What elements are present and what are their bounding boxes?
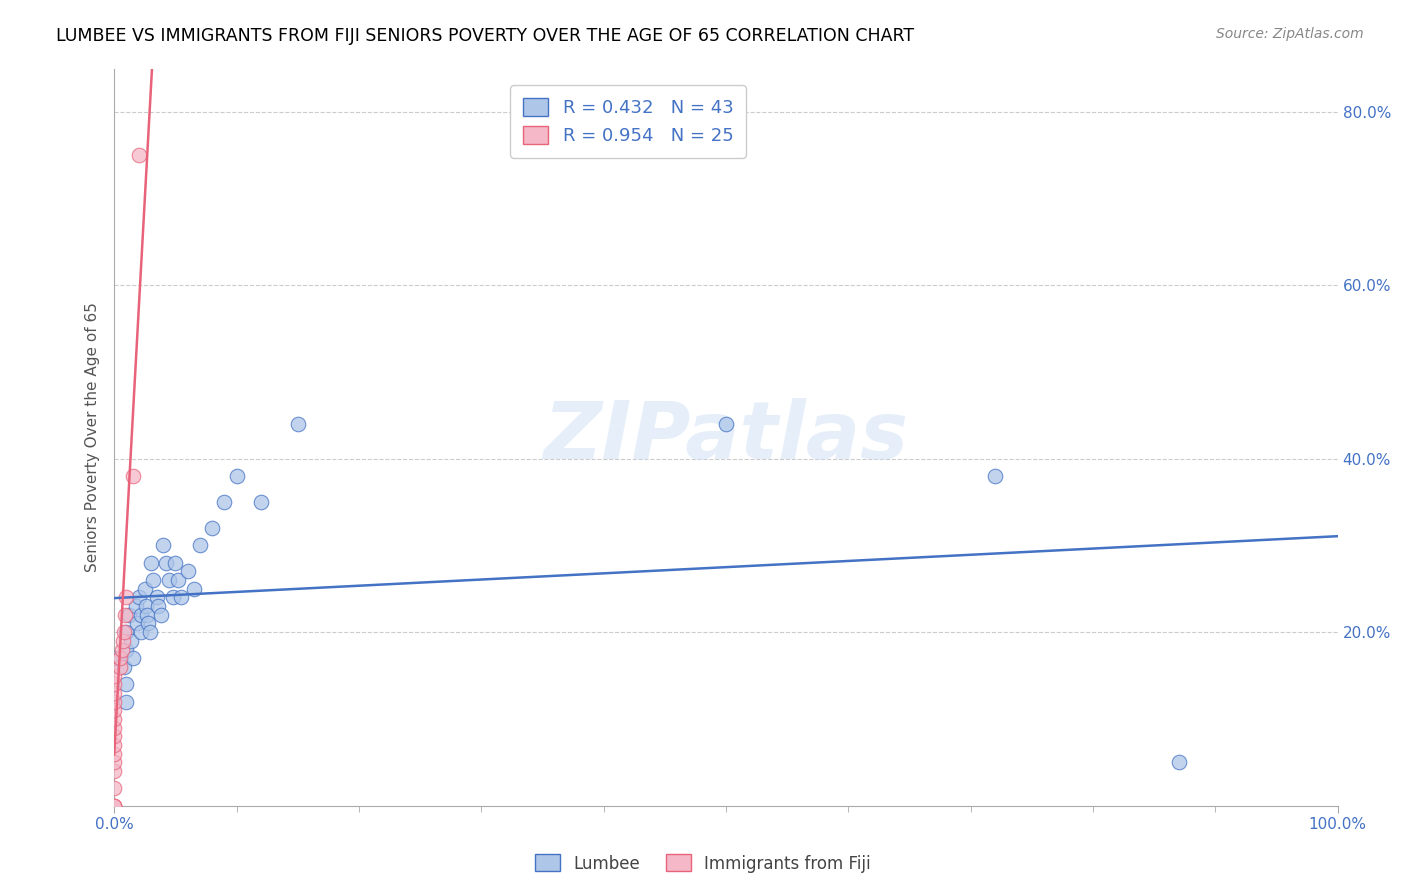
Legend: R = 0.432   N = 43, R = 0.954   N = 25: R = 0.432 N = 43, R = 0.954 N = 25	[510, 85, 747, 158]
Point	[155, 556, 177, 570]
Point	[120, 633, 142, 648]
Point	[103, 756, 125, 770]
Point	[287, 417, 309, 431]
Point	[103, 781, 125, 796]
Point	[111, 633, 134, 648]
Point	[152, 538, 174, 552]
Point	[103, 694, 125, 708]
Point	[214, 495, 236, 509]
Point	[112, 660, 135, 674]
Legend: Lumbee, Immigrants from Fiji: Lumbee, Immigrants from Fiji	[529, 847, 877, 880]
Point	[183, 582, 205, 596]
Point	[134, 582, 156, 596]
Point	[103, 686, 125, 700]
Point	[129, 625, 152, 640]
Text: LUMBEE VS IMMIGRANTS FROM FIJI SENIORS POVERTY OVER THE AGE OF 65 CORRELATION CH: LUMBEE VS IMMIGRANTS FROM FIJI SENIORS P…	[56, 27, 914, 45]
Point	[984, 469, 1007, 483]
Point	[166, 573, 188, 587]
Point	[103, 721, 125, 735]
Point	[188, 538, 211, 552]
Point	[103, 798, 125, 813]
Point	[103, 703, 125, 717]
Point	[115, 642, 138, 657]
Point	[103, 712, 125, 726]
Point	[110, 642, 132, 657]
Point	[128, 591, 150, 605]
Point	[115, 694, 138, 708]
Point	[103, 764, 125, 778]
Point	[225, 469, 247, 483]
Point	[170, 591, 193, 605]
Point	[110, 660, 132, 674]
Point	[149, 607, 172, 622]
Point	[110, 651, 132, 665]
Point	[121, 469, 143, 483]
Point	[165, 556, 187, 570]
Point	[127, 616, 149, 631]
Y-axis label: Seniors Poverty Over the Age of 65: Seniors Poverty Over the Age of 65	[86, 302, 100, 572]
Point	[110, 651, 132, 665]
Point	[103, 798, 125, 813]
Point	[714, 417, 737, 431]
Point	[1167, 756, 1189, 770]
Point	[115, 677, 138, 691]
Point	[103, 798, 125, 813]
Point	[103, 677, 125, 691]
Point	[250, 495, 273, 509]
Point	[118, 607, 141, 622]
Point	[112, 625, 135, 640]
Point	[138, 625, 160, 640]
Point	[103, 651, 125, 665]
Point	[201, 521, 224, 535]
Point	[103, 747, 125, 761]
Point	[157, 573, 180, 587]
Point	[139, 556, 162, 570]
Point	[146, 591, 169, 605]
Point	[115, 625, 138, 640]
Point	[128, 148, 150, 162]
Point	[103, 668, 125, 682]
Point	[125, 599, 148, 614]
Point	[176, 565, 198, 579]
Point	[103, 738, 125, 752]
Point	[129, 607, 152, 622]
Point	[162, 591, 184, 605]
Point	[115, 591, 138, 605]
Point	[148, 599, 170, 614]
Point	[103, 729, 125, 743]
Text: Source: ZipAtlas.com: Source: ZipAtlas.com	[1216, 27, 1364, 41]
Text: ZIPatlas: ZIPatlas	[543, 398, 908, 476]
Point	[121, 651, 143, 665]
Point	[142, 573, 165, 587]
Point	[135, 599, 157, 614]
Point	[138, 616, 160, 631]
Point	[136, 607, 159, 622]
Point	[114, 607, 136, 622]
